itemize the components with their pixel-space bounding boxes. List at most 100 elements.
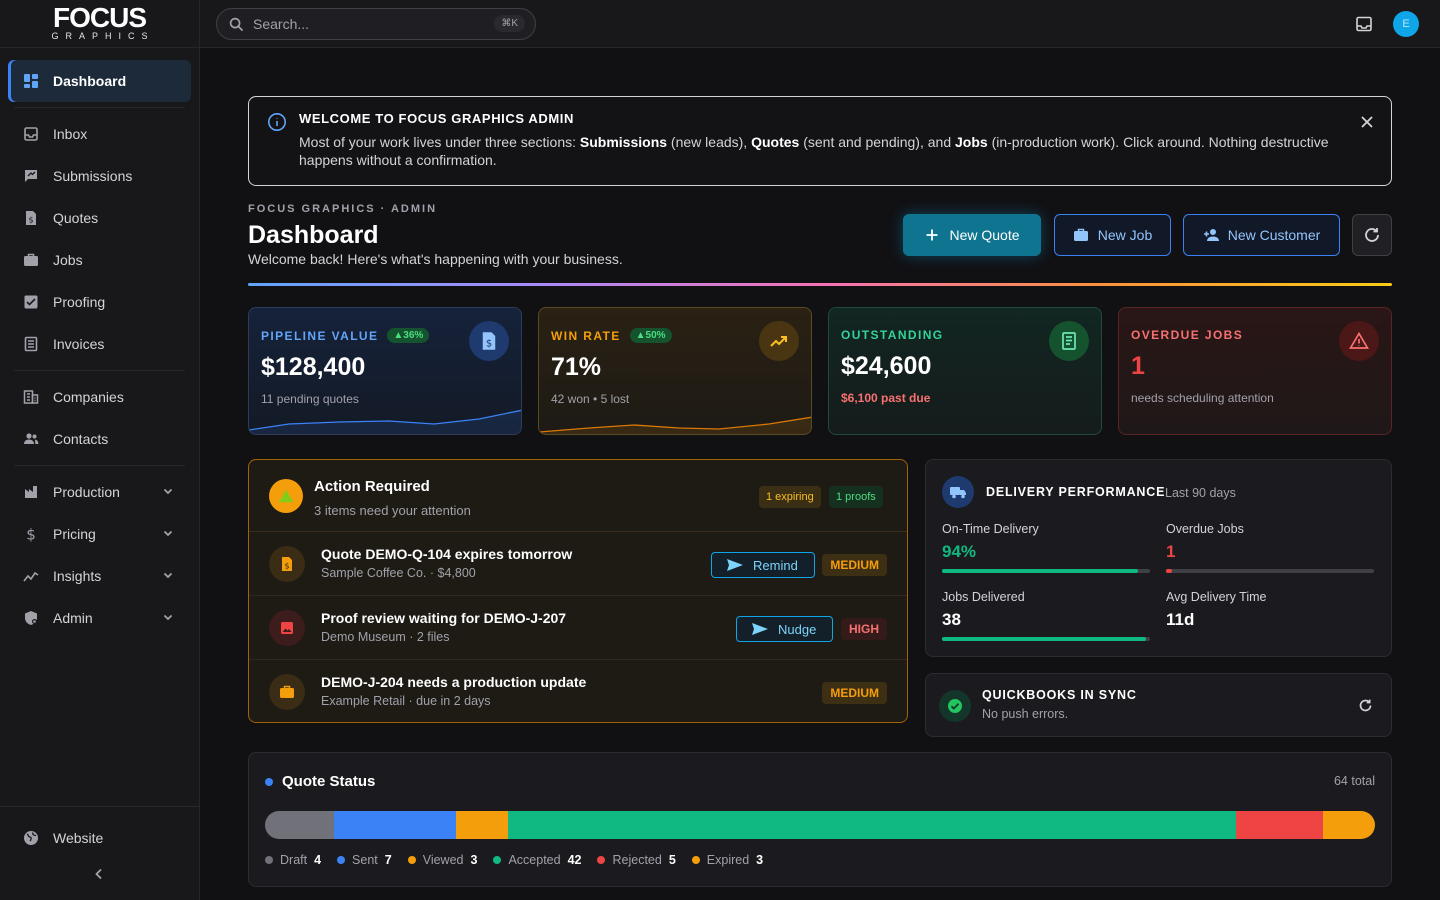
sidebar-item-dashboard[interactable]: Dashboard — [8, 60, 191, 102]
legend-dot — [597, 856, 606, 864]
action-required-header: Action Required 3 items need your attent… — [249, 460, 907, 532]
quote-doc-icon: $ — [469, 321, 509, 361]
metric-label: Jobs Delivered — [942, 590, 1025, 604]
quote-status-stacked-bar — [265, 811, 1375, 839]
sidebar-item-invoices[interactable]: Invoices — [8, 323, 191, 365]
nudge-button[interactable]: Nudge — [736, 616, 834, 642]
expiring-chip[interactable]: 1 expiring — [759, 486, 821, 508]
refresh-icon[interactable] — [1358, 698, 1373, 713]
sidebar-item-website[interactable]: Website — [8, 817, 192, 859]
sidebar-footer: Website — [0, 806, 200, 900]
legend-item-accepted[interactable]: Accepted 42 — [493, 853, 581, 867]
refresh-button[interactable] — [1352, 214, 1392, 256]
action-item[interactable]: Proof review waiting for DEMO-J-207 Demo… — [249, 596, 907, 660]
sidebar-item-jobs[interactable]: Jobs — [8, 239, 191, 281]
sidebar-item-insights[interactable]: Insights — [8, 555, 191, 597]
plus-icon — [924, 227, 940, 243]
sidebar-item-label: Pricing — [53, 526, 96, 542]
info-icon — [267, 112, 287, 132]
production-icon — [22, 483, 40, 501]
inbox-tray-icon[interactable] — [1355, 15, 1373, 33]
stat-card-winrate[interactable]: WIN RATE ▲50% 71% 42 won • 5 lost — [538, 307, 812, 435]
sidebar-item-quotes[interactable]: $ Quotes — [8, 197, 191, 239]
stat-card-pipeline[interactable]: PIPELINE VALUE ▲36% $128,400 11 pending q… — [248, 307, 522, 435]
sidebar: FOCUS GRAPHICS Dashboard Inbox Submissio… — [0, 0, 200, 900]
refresh-icon — [1363, 226, 1381, 244]
metric-avg-time: Avg Delivery Time 11d — [1166, 590, 1374, 630]
new-customer-button[interactable]: New Customer — [1183, 214, 1340, 256]
sidebar-item-production[interactable]: Production — [8, 471, 191, 513]
quote-status-segment-sent[interactable] — [334, 811, 456, 839]
trend-badge: ▲50% — [629, 328, 672, 343]
insights-icon — [22, 567, 40, 585]
metric-bar-fill — [942, 569, 1138, 573]
remind-label: Remind — [753, 557, 798, 573]
welcome-strong-jobs: Jobs — [955, 134, 988, 150]
admin-shield-icon — [22, 609, 40, 627]
sidebar-item-label: Inbox — [53, 126, 88, 142]
sidebar-item-label: Contacts — [53, 431, 109, 447]
search-box[interactable]: ⌘K — [216, 8, 536, 40]
stat-label: OUTSTANDING — [841, 328, 1101, 342]
new-job-label: New Job — [1097, 227, 1153, 243]
sidebar-item-admin[interactable]: Admin — [8, 597, 191, 639]
proofs-chip[interactable]: 1 proofs — [829, 486, 883, 508]
action-item-subtitle: Demo Museum · 2 files — [321, 630, 450, 644]
metric-label: On-Time Delivery — [942, 522, 1039, 536]
quote-status-total: 64 total — [1333, 774, 1375, 788]
chevron-down-icon[interactable] — [161, 484, 175, 498]
legend-count: 5 — [668, 853, 676, 867]
welcome-strong-quotes: Quotes — [751, 134, 800, 150]
chevron-down-icon[interactable] — [161, 526, 175, 540]
action-item[interactable]: DEMO-J-204 needs a production update Exa… — [249, 660, 907, 722]
user-avatar[interactable]: E — [1393, 11, 1419, 37]
action-item[interactable]: $ Quote DEMO-Q-104 expires tomorrow Samp… — [249, 532, 907, 596]
brand-logo[interactable]: FOCUS GRAPHICS — [0, 0, 199, 48]
quote-status-segment-viewed[interactable] — [455, 811, 508, 839]
chevron-down-icon[interactable] — [161, 610, 175, 624]
sidebar-item-proofing[interactable]: Proofing — [8, 281, 191, 323]
topbar: ⌘K E — [200, 0, 1440, 48]
image-icon — [269, 610, 305, 646]
sidebar-item-inbox[interactable]: Inbox — [8, 113, 191, 155]
stat-label: PIPELINE VALUE ▲36% — [261, 328, 521, 343]
chevron-down-icon[interactable] — [161, 568, 175, 582]
new-quote-button[interactable]: New Quote — [903, 214, 1041, 256]
action-item-subtitle: Example Retail · due in 2 days — [321, 694, 491, 708]
welcome-text-part: (new leads), — [667, 134, 752, 150]
stat-card-overdue[interactable]: OVERDUE JOBS 1 needs scheduling attentio… — [1118, 307, 1392, 435]
close-icon[interactable] — [1359, 114, 1375, 130]
legend-item-sent[interactable]: Sent 7 — [337, 853, 392, 867]
quote-status-segment-rejected[interactable] — [1236, 811, 1323, 839]
briefcase-icon — [22, 251, 40, 269]
nudge-label: Nudge — [778, 621, 817, 637]
truck-icon — [942, 476, 974, 508]
sidebar-item-pricing[interactable]: $ Pricing — [8, 513, 191, 555]
search-input[interactable] — [253, 16, 483, 32]
briefcase-icon — [269, 674, 305, 710]
welcome-text-part: (in-production work). Click around. Noth… — [299, 134, 1329, 168]
stat-card-outstanding[interactable]: OUTSTANDING $24,600 $6,100 past due — [828, 307, 1102, 435]
legend-item-expired[interactable]: Expired 3 — [691, 853, 764, 867]
quickbooks-title: QUICKBOOKS IN SYNC — [982, 688, 1137, 702]
metric-label: Avg Delivery Time — [1166, 590, 1267, 604]
metric-bar — [942, 637, 1150, 641]
sidebar-item-contacts[interactable]: Contacts — [8, 418, 191, 460]
new-job-button[interactable]: New Job — [1054, 214, 1171, 256]
action-required-subtitle: 3 items need your attention — [314, 503, 471, 518]
quote-status-segment-expired[interactable] — [1322, 811, 1375, 839]
trend-badge: ▲36% — [387, 328, 430, 343]
nav-divider — [14, 370, 185, 371]
legend-item-viewed[interactable]: Viewed 3 — [407, 853, 477, 867]
legend-item-rejected[interactable]: Rejected 5 — [597, 853, 676, 867]
remind-button[interactable]: Remind — [711, 552, 815, 578]
sidebar-item-companies[interactable]: Companies — [8, 376, 191, 418]
quote-status-segment-accepted[interactable] — [507, 811, 1237, 839]
contacts-icon — [22, 430, 40, 448]
sidebar-item-label: Submissions — [53, 168, 133, 184]
legend-count: 3 — [756, 853, 764, 867]
quote-status-segment-draft[interactable] — [265, 811, 335, 839]
sidebar-item-submissions[interactable]: Submissions — [8, 155, 191, 197]
legend-item-draft[interactable]: Draft 4 — [265, 853, 321, 867]
collapse-sidebar-icon[interactable] — [91, 866, 107, 882]
